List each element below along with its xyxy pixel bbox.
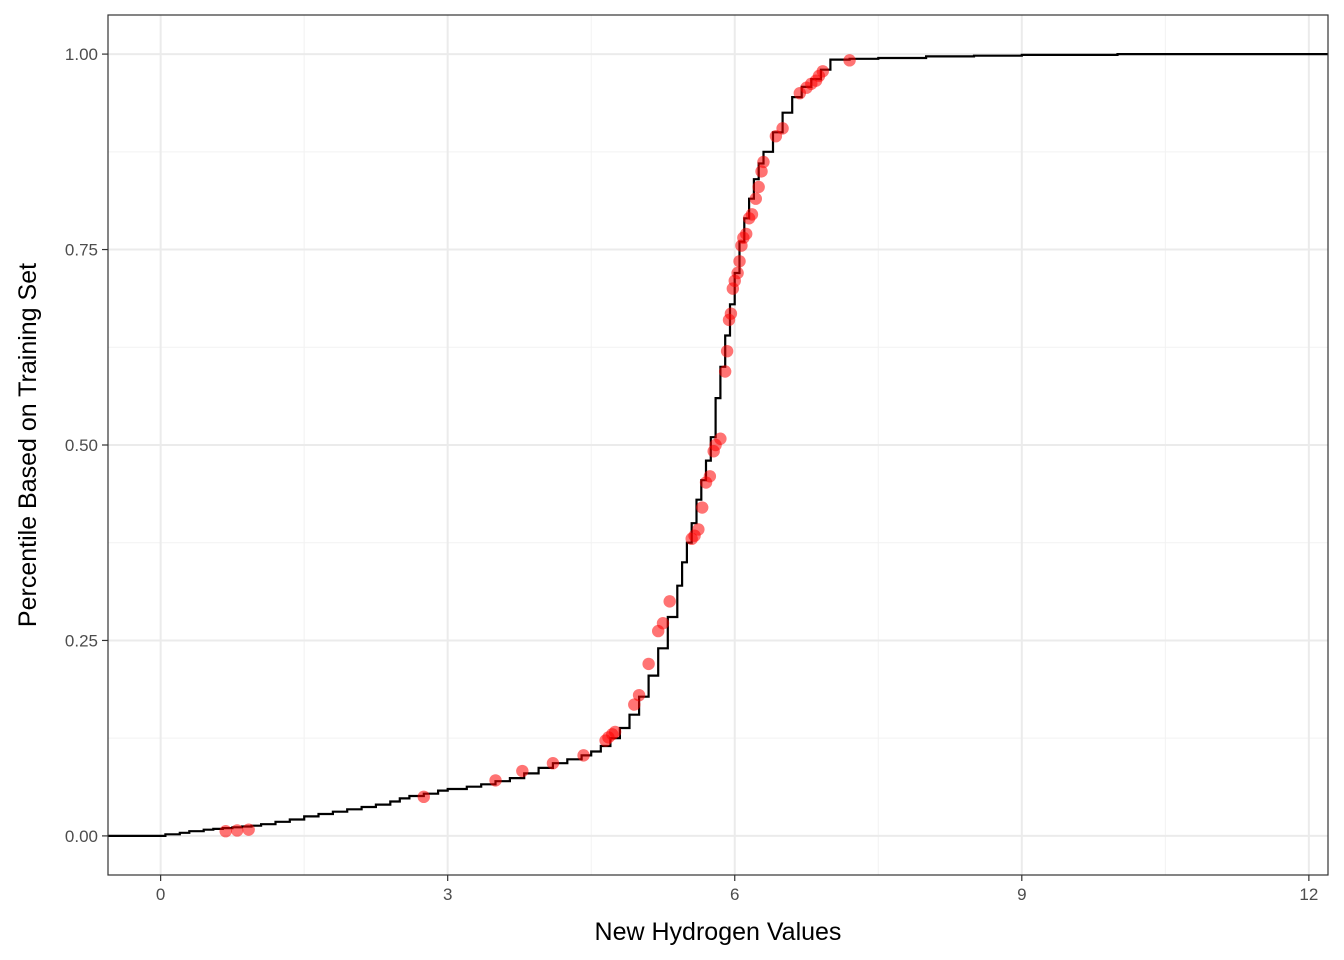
data-point xyxy=(608,725,622,739)
data-point xyxy=(628,698,641,711)
points-layer xyxy=(219,54,856,838)
grid-major xyxy=(108,15,1328,875)
step-line-layer xyxy=(108,53,1328,837)
data-point xyxy=(757,155,770,169)
data-point xyxy=(731,266,744,280)
y-axis-title: Percentile Based on Training Set xyxy=(14,263,42,627)
data-point xyxy=(720,344,734,358)
data-point xyxy=(656,617,670,630)
data-point xyxy=(843,54,856,67)
data-point xyxy=(577,749,590,762)
y-tick-label: 0.50 xyxy=(65,436,98,455)
data-point xyxy=(692,523,705,536)
data-point xyxy=(752,180,765,194)
data-point xyxy=(755,165,768,178)
x-tick-label: 3 xyxy=(443,885,452,904)
x-tick-label: 9 xyxy=(1017,885,1026,904)
data-point xyxy=(417,790,430,804)
data-point xyxy=(745,208,759,221)
x-axis-title: New Hydrogen Values xyxy=(595,918,842,946)
x-tick-label: 6 xyxy=(730,885,739,904)
data-point xyxy=(816,65,829,78)
grid-minor xyxy=(108,15,1328,875)
x-axis-ticks: 0 3 6 9 12 xyxy=(156,875,1318,904)
data-point xyxy=(776,122,789,135)
data-point xyxy=(632,688,646,702)
data-point xyxy=(718,365,732,378)
data-point xyxy=(733,255,746,268)
data-point xyxy=(749,192,762,205)
data-point xyxy=(703,470,717,483)
data-point xyxy=(230,824,244,837)
data-point xyxy=(546,757,560,770)
ecdf-step-line xyxy=(108,53,1328,837)
data-point xyxy=(714,432,727,445)
data-point xyxy=(516,764,529,778)
y-tick-label: 0.75 xyxy=(65,241,98,260)
data-point xyxy=(219,825,232,838)
data-point xyxy=(740,227,753,241)
data-point xyxy=(663,595,676,608)
y-tick-label: 0.25 xyxy=(65,631,98,650)
data-point xyxy=(489,774,502,787)
x-tick-label: 12 xyxy=(1299,885,1318,904)
x-tick-label: 0 xyxy=(156,885,165,904)
data-point xyxy=(242,823,255,836)
data-point xyxy=(724,307,738,320)
y-axis-ticks: 0.00 0.25 0.50 0.75 1.00 xyxy=(65,45,108,846)
data-point xyxy=(696,501,709,514)
y-tick-label: 1.00 xyxy=(65,45,98,64)
data-point xyxy=(642,657,655,671)
y-tick-label: 0.00 xyxy=(65,827,98,846)
